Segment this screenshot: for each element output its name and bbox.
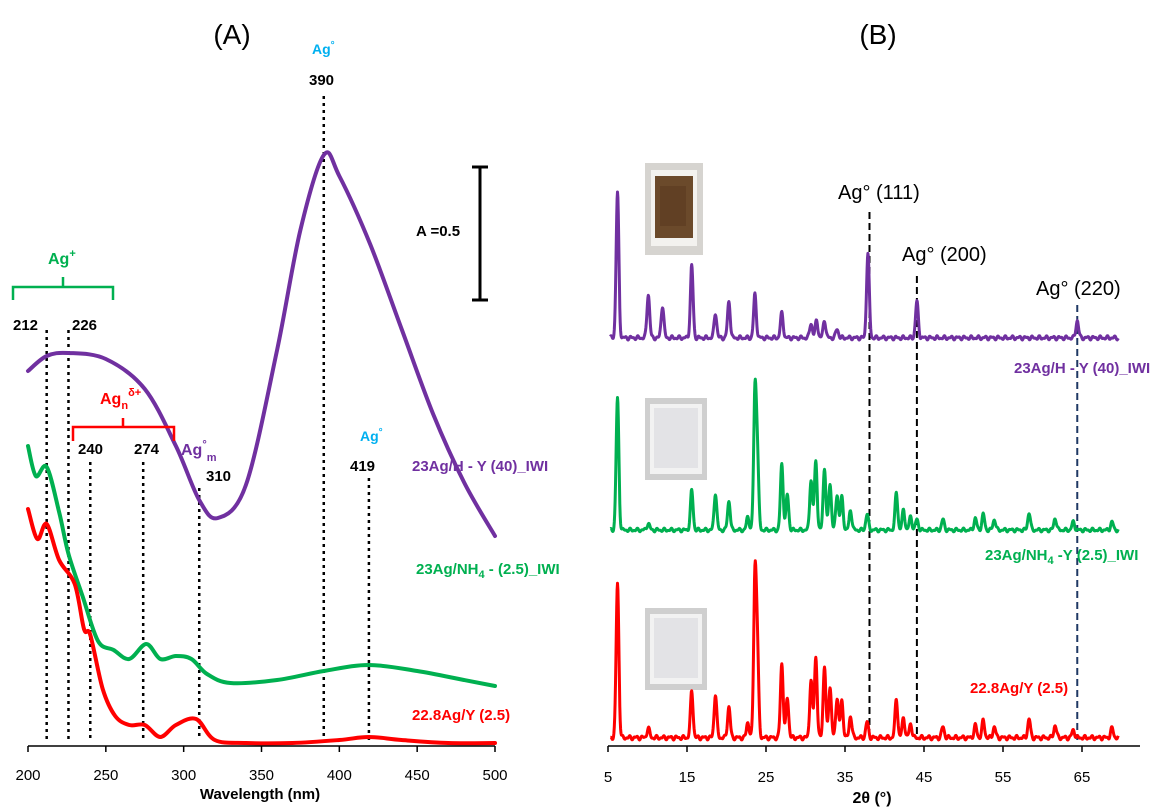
ag-zero-label-419: Ag° bbox=[360, 427, 383, 444]
sample-photo-brown bbox=[645, 163, 703, 255]
xrd-pattern-1 bbox=[609, 377, 1120, 534]
reflection-label-200: Ag° (200) bbox=[902, 244, 987, 266]
xrd-pattern-2 bbox=[609, 559, 1120, 742]
peak-label-240: 240 bbox=[78, 441, 103, 458]
x-axis-title-b: 2θ (°) bbox=[852, 790, 891, 807]
x-tick-label: 200 bbox=[15, 767, 40, 784]
x-tick-label-b: 25 bbox=[758, 769, 775, 786]
series-label-green: 23Ag/NH4 - (2.5)_IWI bbox=[416, 561, 560, 581]
reflection-label-111: Ag° (111) bbox=[838, 182, 920, 204]
panel-b-label: (B) bbox=[859, 19, 896, 50]
spectrum-line-0 bbox=[26, 150, 497, 538]
x-tick-label-b: 15 bbox=[679, 769, 696, 786]
sample-photo-white-1 bbox=[645, 398, 707, 480]
x-tick-label: 300 bbox=[171, 767, 196, 784]
scale-bar-label: A =0.5 bbox=[416, 223, 460, 240]
scale-bar bbox=[472, 165, 488, 302]
peak-labels: 212 226 240 274 310 390 419 bbox=[13, 72, 375, 485]
x-tick-label: 450 bbox=[405, 767, 430, 784]
xrd-pattern-0 bbox=[609, 190, 1120, 342]
peak-label-310: 310 bbox=[206, 468, 231, 485]
x-tick-label: 350 bbox=[249, 767, 274, 784]
ag-cluster-bracket bbox=[71, 418, 176, 441]
xrd-patterns bbox=[609, 190, 1120, 742]
spectrum-line-2 bbox=[26, 507, 497, 746]
ag-zero-label-390: Ag° bbox=[312, 40, 335, 57]
x-tick-label-b: 65 bbox=[1074, 769, 1091, 786]
peak-label-419: 419 bbox=[350, 458, 375, 475]
x-tick-label: 500 bbox=[482, 767, 507, 784]
x-tick-label: 400 bbox=[327, 767, 352, 784]
ag-plus-bracket bbox=[11, 277, 115, 300]
peak-label-226: 226 bbox=[72, 317, 97, 334]
series-label-b-red: 22.8Ag/Y (2.5) bbox=[970, 680, 1068, 697]
panel-a: (A) 200 250 300 350 400 450 500 Wavelength (nm… bbox=[11, 19, 560, 803]
ag-metal-cluster-label: Ag°m bbox=[181, 439, 217, 464]
spectrum-line-1 bbox=[26, 444, 497, 688]
x-tick-label-b: 45 bbox=[916, 769, 933, 786]
series-label-b-green: 23Ag/NH4 -Y (2.5)_IWI bbox=[985, 547, 1138, 567]
peak-label-274: 274 bbox=[134, 441, 160, 458]
x-tick-label-b: 55 bbox=[995, 769, 1012, 786]
uv-vis-spectra bbox=[26, 150, 497, 746]
reflection-label-220: Ag° (220) bbox=[1036, 278, 1121, 300]
peak-label-390: 390 bbox=[309, 72, 334, 89]
x-tick-label-b: 5 bbox=[604, 769, 612, 786]
sample-photo-white-2 bbox=[645, 608, 707, 690]
peak-guide-lines bbox=[45, 96, 371, 740]
x-tick-label: 250 bbox=[93, 767, 118, 784]
series-label-purple: 23Ag/H - Y (40)_IWI bbox=[412, 458, 548, 475]
panel-b: (B) 5 15 25 35 45 55 65 2θ (°) Ag° (111) Ag° bbox=[604, 19, 1150, 807]
series-label-b-purple: 23Ag/H - Y (40)_IWI bbox=[1014, 360, 1150, 377]
x-tick-label-b: 35 bbox=[837, 769, 854, 786]
ag-plus-label: Ag+ bbox=[48, 248, 76, 268]
panel-a-label: (A) bbox=[213, 19, 250, 50]
ag-cluster-label: Agnδ+ bbox=[100, 387, 141, 412]
x-axis-ticks: 200 250 300 350 400 450 500 bbox=[15, 746, 508, 784]
peak-label-212: 212 bbox=[13, 317, 38, 334]
x-axis-ticks-b: 5 15 25 35 45 55 65 bbox=[604, 746, 1091, 786]
series-label-red: 22.8Ag/Y (2.5) bbox=[412, 707, 510, 724]
x-axis-title: Wavelength (nm) bbox=[200, 786, 320, 803]
